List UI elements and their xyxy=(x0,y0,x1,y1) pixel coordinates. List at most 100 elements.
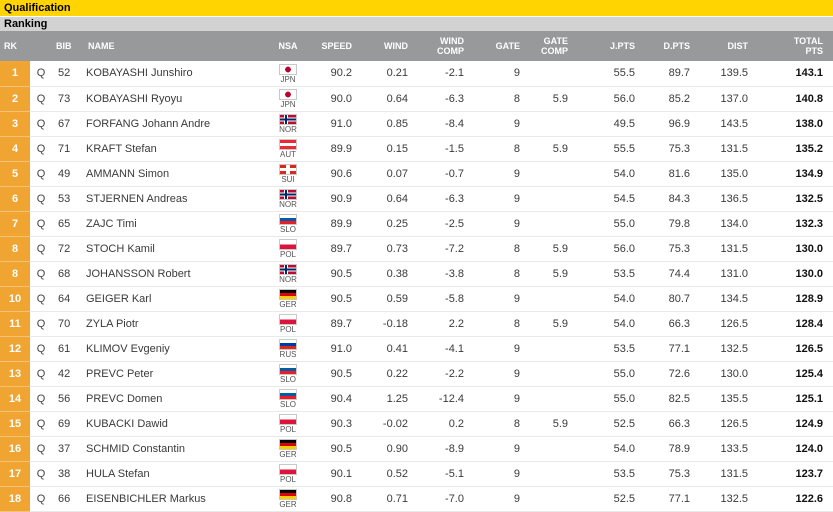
table-row: 3 Q 67 FORFANG Johann Andre NOR 91.0 0.85 -8.4 9… xyxy=(0,111,833,137)
subsection-title-bar: Ranking xyxy=(0,17,833,31)
speed-cell: 90.5 xyxy=(310,361,362,387)
speed-cell: 90.0 xyxy=(310,86,362,112)
nsa-cell: RUS xyxy=(266,336,310,362)
gate-comp-cell xyxy=(530,361,578,387)
wind-cell: 0.38 xyxy=(362,261,418,287)
nsa-code: NOR xyxy=(279,275,297,284)
athlete-name-cell: KOBAYASHI Ryoyu xyxy=(84,86,266,112)
speed-cell: 90.5 xyxy=(310,436,362,462)
gate-cell: 9 xyxy=(474,361,530,387)
gate-comp-cell xyxy=(530,386,578,412)
rus-flag-icon xyxy=(279,339,297,350)
distance-cell: 139.5 xyxy=(700,61,758,87)
nsa-cell: JPN xyxy=(266,86,310,112)
rank-cell: 2 xyxy=(0,86,30,112)
distance-points-cell: 84.3 xyxy=(645,186,700,212)
bib-cell: 61 xyxy=(52,336,84,362)
athlete-name-cell: HULA Stefan xyxy=(84,461,266,487)
nsa-cell: POL xyxy=(266,461,310,487)
pol-flag-icon xyxy=(279,239,297,250)
nsa-cell: SLO xyxy=(266,211,310,237)
judge-points-cell: 55.0 xyxy=(578,386,645,412)
slo-flag-icon xyxy=(279,364,297,375)
col-header-total-pts: TOTAL PTS xyxy=(758,31,833,61)
distance-cell: 134.5 xyxy=(700,286,758,312)
wind-cell: 0.73 xyxy=(362,236,418,262)
distance-cell: 135.0 xyxy=(700,161,758,187)
nsa-cell: NOR xyxy=(266,111,310,137)
rank-cell: 18 xyxy=(0,486,30,512)
speed-cell: 90.1 xyxy=(310,461,362,487)
col-header-wind: WIND xyxy=(362,31,418,61)
pol-flag-icon xyxy=(279,414,297,425)
bib-cell: 53 xyxy=(52,186,84,212)
gate-comp-cell xyxy=(530,211,578,237)
col-header-dist: DIST xyxy=(700,31,758,61)
speed-cell: 89.7 xyxy=(310,236,362,262)
judge-points-cell: 53.5 xyxy=(578,461,645,487)
judge-points-cell: 55.5 xyxy=(578,136,645,162)
nsa-cell: GER xyxy=(266,436,310,462)
bib-cell: 69 xyxy=(52,411,84,437)
qualified-status-cell: Q xyxy=(30,411,52,437)
qualified-status-cell: Q xyxy=(30,136,52,162)
table-row: 8 Q 68 JOHANSSON Robert NOR 90.5 0.38 -3.8 8 5.9 5… xyxy=(0,261,833,287)
nsa-cell: NOR xyxy=(266,186,310,212)
aut-flag-icon xyxy=(279,139,297,150)
table-row: 15 Q 69 KUBACKI Dawid POL 90.3 -0.02 0.2 8 5.9 52.… xyxy=(0,411,833,437)
wind-comp-cell: -3.8 xyxy=(418,261,474,287)
nsa-cell: GER xyxy=(266,286,310,312)
athlete-name-cell: KOBAYASHI Junshiro xyxy=(84,61,266,87)
wind-comp-cell: -8.9 xyxy=(418,436,474,462)
distance-points-cell: 80.7 xyxy=(645,286,700,312)
table-row: 12 Q 61 KLIMOV Evgeniy RUS 91.0 0.41 -4.1 9 53.5 7… xyxy=(0,336,833,362)
judge-points-cell: 49.5 xyxy=(578,111,645,137)
table-row: 7 Q 65 ZAJC Timi SLO 89.9 0.25 -2.5 9 55.0 79.8 134… xyxy=(0,211,833,237)
distance-points-cell: 81.6 xyxy=(645,161,700,187)
speed-cell: 89.7 xyxy=(310,311,362,337)
col-header-nsa: NSA xyxy=(266,31,310,61)
rank-cell: 15 xyxy=(0,411,30,437)
nsa-code: RUS xyxy=(279,350,297,359)
bib-cell: 52 xyxy=(52,61,84,87)
bib-cell: 67 xyxy=(52,111,84,137)
bib-cell: 56 xyxy=(52,386,84,412)
rank-cell: 5 xyxy=(0,161,30,187)
pol-flag-icon xyxy=(279,314,297,325)
jpn-flag-icon xyxy=(279,89,297,100)
judge-points-cell: 54.0 xyxy=(578,161,645,187)
judge-points-cell: 52.5 xyxy=(578,411,645,437)
wind-cell: 0.22 xyxy=(362,361,418,387)
gate-cell: 9 xyxy=(474,161,530,187)
athlete-name-cell: JOHANSSON Robert xyxy=(84,261,266,287)
speed-cell: 90.9 xyxy=(310,186,362,212)
athlete-name-cell: AMMANN Simon xyxy=(84,161,266,187)
nsa-cell: POL xyxy=(266,236,310,262)
total-points-cell: 122.6 xyxy=(758,486,833,512)
judge-points-cell: 52.5 xyxy=(578,486,645,512)
gate-comp-cell xyxy=(530,161,578,187)
ranking-rows: 1 Q 52 KOBAYASHI Junshiro JPN 90.2 0.21 -2.1 9 55… xyxy=(0,61,833,512)
gate-cell: 9 xyxy=(474,61,530,87)
wind-cell: 0.25 xyxy=(362,211,418,237)
distance-points-cell: 75.3 xyxy=(645,461,700,487)
total-points-cell: 143.1 xyxy=(758,61,833,87)
bib-cell: 64 xyxy=(52,286,84,312)
table-row: 2 Q 73 KOBAYASHI Ryoyu JPN 90.0 0.64 -6.3 8 5.9 56… xyxy=(0,86,833,112)
qualified-status-cell: Q xyxy=(30,161,52,187)
bib-cell: 65 xyxy=(52,211,84,237)
table-row: 16 Q 37 SCHMID Constantin GER 90.5 0.90 -8.9 9 54… xyxy=(0,436,833,462)
ger-flag-icon xyxy=(279,439,297,450)
wind-comp-cell: -1.5 xyxy=(418,136,474,162)
speed-cell: 90.5 xyxy=(310,261,362,287)
speed-cell: 90.6 xyxy=(310,161,362,187)
speed-cell: 91.0 xyxy=(310,111,362,137)
rank-cell: 14 xyxy=(0,386,30,412)
distance-points-cell: 66.3 xyxy=(645,311,700,337)
nsa-code: GER xyxy=(279,500,297,509)
distance-cell: 136.5 xyxy=(700,186,758,212)
total-points-cell: 128.9 xyxy=(758,286,833,312)
table-row: 5 Q 49 AMMANN Simon SUI 90.6 0.07 -0.7 9 54.0 81.6… xyxy=(0,161,833,187)
qualified-status-cell: Q xyxy=(30,261,52,287)
wind-cell: 1.25 xyxy=(362,386,418,412)
